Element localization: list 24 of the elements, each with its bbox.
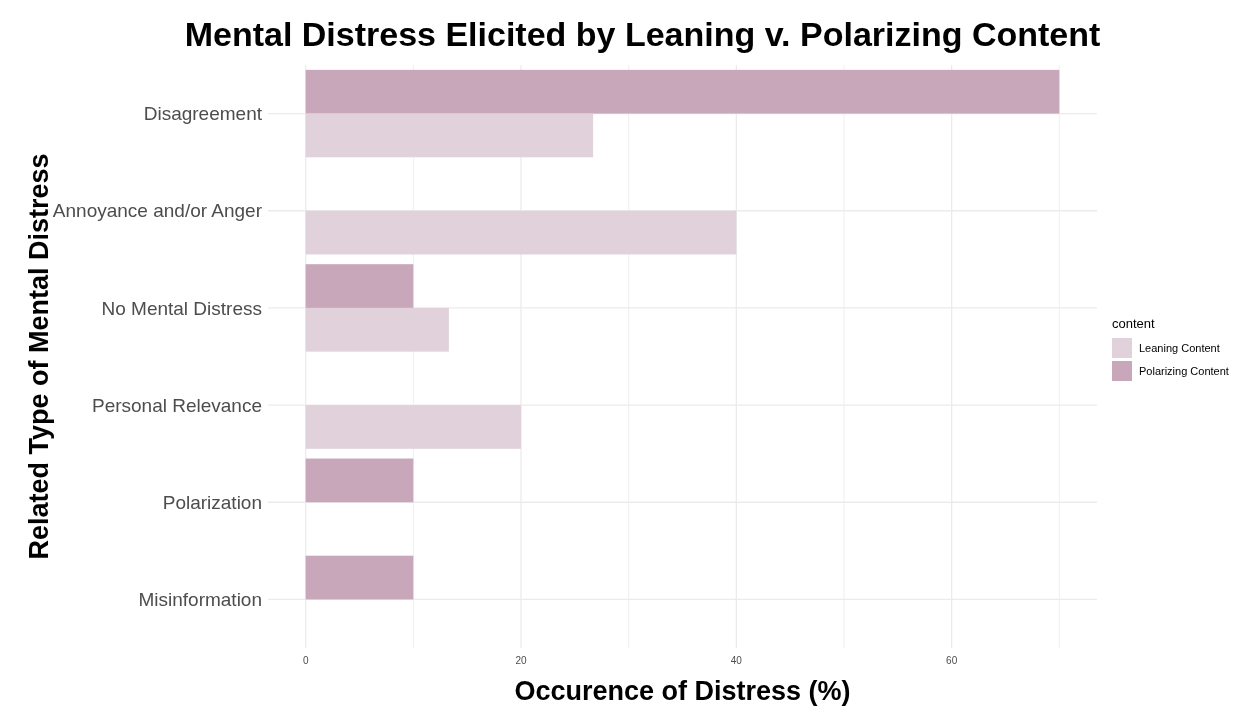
- chart-title: Mental Distress Elicited by Leaning v. Polarizing Content: [184, 15, 1101, 53]
- legend-label: Leaning Content: [1139, 341, 1220, 354]
- x-tick-label: 0: [302, 655, 309, 666]
- y-tick-label: Polarization: [162, 491, 262, 513]
- y-tick-label: Annoyance and/or Anger: [52, 200, 263, 222]
- bar: [305, 113, 594, 158]
- y-axis-title: Related Type of Mental Distress: [24, 153, 54, 560]
- bar: [305, 555, 414, 600]
- bar: [305, 307, 449, 352]
- y-tick-label: Misinformation: [138, 589, 262, 611]
- x-tick-label: 40: [730, 655, 743, 666]
- bar: [305, 210, 737, 255]
- bar: [305, 405, 522, 449]
- bar: [305, 458, 414, 503]
- y-tick-label: No Mental Distress: [101, 297, 262, 319]
- x-tick-label: 60: [946, 655, 958, 666]
- y-tick-label: Personal Relevance: [91, 394, 262, 416]
- x-axis-title: Occurence of Distress (%): [514, 676, 851, 706]
- legend-title: content: [1112, 316, 1156, 331]
- bar: [305, 264, 414, 308]
- legend-label: Polarizing Content: [1139, 364, 1229, 377]
- x-tick-label: 20: [515, 655, 528, 666]
- y-tick-label: Disagreement: [143, 103, 263, 125]
- bar: [305, 69, 1060, 114]
